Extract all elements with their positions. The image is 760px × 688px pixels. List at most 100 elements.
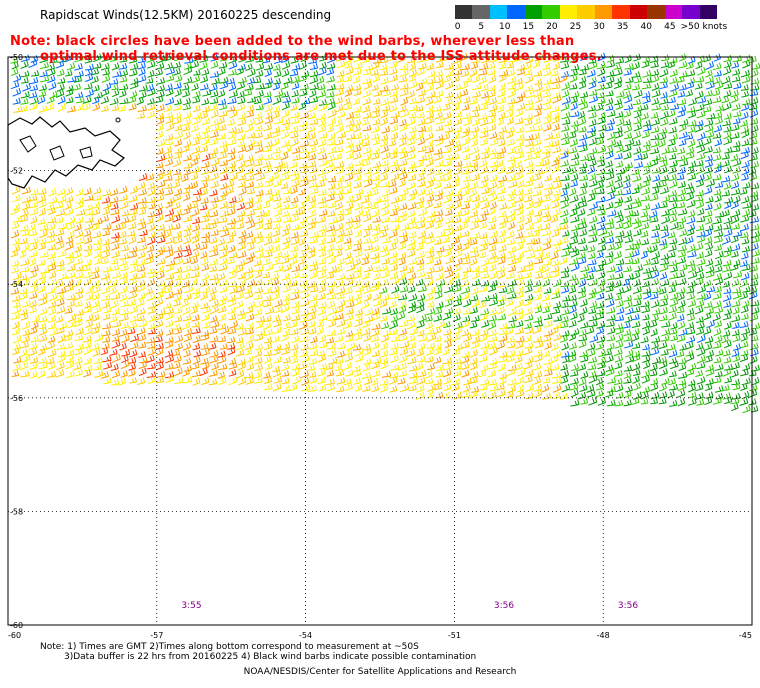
wind-barb — [317, 89, 327, 99]
wind-barb — [668, 243, 677, 252]
wind-barb — [94, 370, 104, 378]
wind-barb — [182, 97, 191, 106]
wind-barb — [643, 258, 651, 266]
wind-barb — [586, 384, 595, 393]
wind-barb — [318, 301, 327, 309]
wind-barb — [238, 376, 247, 386]
wind-barb — [588, 307, 597, 314]
wind-barb — [416, 320, 425, 329]
wind-barb — [20, 308, 28, 316]
wind-barb — [445, 153, 454, 161]
wind-barb — [148, 202, 156, 210]
wind-barb — [399, 319, 409, 328]
wind-barb — [687, 119, 697, 127]
wind-barb — [406, 314, 416, 322]
legend-label: 20 — [546, 22, 558, 32]
wind-barb — [344, 251, 352, 260]
wind-barb — [571, 223, 580, 232]
wind-barb — [228, 264, 238, 274]
wind-barb — [301, 309, 310, 316]
wind-barb — [183, 333, 193, 343]
wind-barb — [669, 237, 678, 245]
wind-barb — [454, 243, 463, 252]
wind-barb — [65, 88, 74, 97]
wind-barb — [390, 354, 399, 364]
wind-barb — [274, 299, 283, 308]
wind-barb — [354, 208, 364, 218]
wind-barb — [570, 311, 578, 320]
wind-barb — [336, 299, 346, 309]
wind-barb — [407, 356, 417, 365]
legend-label: 25 — [569, 22, 582, 32]
wind-barb — [488, 110, 497, 118]
wind-barb — [380, 117, 389, 126]
wind-barb — [560, 376, 569, 384]
wind-barb — [200, 291, 208, 301]
time-label: 3:56 — [618, 601, 638, 611]
wind-barb — [237, 173, 247, 181]
wind-barb — [75, 327, 84, 336]
wind-barb — [111, 378, 120, 386]
wind-barb — [724, 165, 733, 174]
wind-barb — [650, 118, 660, 127]
wind-barb — [579, 162, 588, 169]
wind-barb — [129, 341, 139, 350]
wind-barb — [55, 315, 64, 323]
wind-barb — [568, 305, 577, 314]
wind-barb — [416, 348, 424, 357]
wind-barb — [91, 68, 99, 76]
wind-barb — [308, 357, 317, 365]
wind-barb — [210, 124, 220, 132]
wind-barb — [217, 355, 227, 364]
wind-barb — [559, 256, 568, 265]
wind-barb — [247, 131, 256, 139]
wind-barb — [704, 396, 713, 406]
wind-barb — [570, 399, 580, 407]
wind-barb — [632, 353, 641, 363]
wind-barb — [695, 165, 705, 175]
wind-barb — [452, 139, 461, 148]
wind-barb — [433, 307, 443, 315]
wind-barb — [704, 335, 714, 344]
wind-barb — [10, 249, 19, 258]
wind-barb — [460, 279, 470, 288]
wind-barb — [496, 133, 505, 140]
wind-barb — [714, 363, 724, 371]
wind-barb — [299, 111, 309, 120]
wind-barb — [687, 209, 696, 218]
wind-barb — [291, 81, 300, 90]
wind-barb — [712, 153, 722, 162]
wind-barb — [570, 215, 580, 223]
wind-barb — [371, 360, 380, 370]
wind-barb — [714, 81, 724, 90]
wind-barb — [66, 230, 75, 239]
wind-barb — [667, 390, 675, 399]
wind-barb — [264, 217, 273, 225]
wind-barb — [202, 89, 212, 97]
wind-barb — [579, 244, 588, 252]
wind-barb — [391, 203, 400, 211]
wind-barb — [310, 62, 319, 70]
wind-barb — [498, 125, 507, 134]
wind-barb — [463, 333, 473, 343]
wind-barb — [164, 111, 174, 119]
wind-barb — [515, 376, 525, 385]
wind-barb — [435, 215, 444, 223]
wind-barb — [667, 138, 676, 147]
wind-barb — [569, 294, 577, 301]
wind-barb — [451, 333, 461, 342]
wind-barb — [282, 298, 291, 307]
wind-barb — [245, 63, 253, 71]
wind-barb — [165, 138, 174, 146]
wind-barb — [478, 68, 488, 76]
wind-barb — [631, 197, 640, 204]
wind-barb — [695, 316, 704, 323]
wind-barb — [309, 270, 319, 280]
wind-barb — [47, 252, 57, 260]
wind-barb — [715, 250, 724, 260]
wind-barb — [443, 182, 452, 189]
wind-barb — [193, 188, 202, 196]
wind-barb — [127, 327, 136, 335]
wind-barb — [436, 320, 446, 329]
wind-barb — [345, 383, 353, 391]
